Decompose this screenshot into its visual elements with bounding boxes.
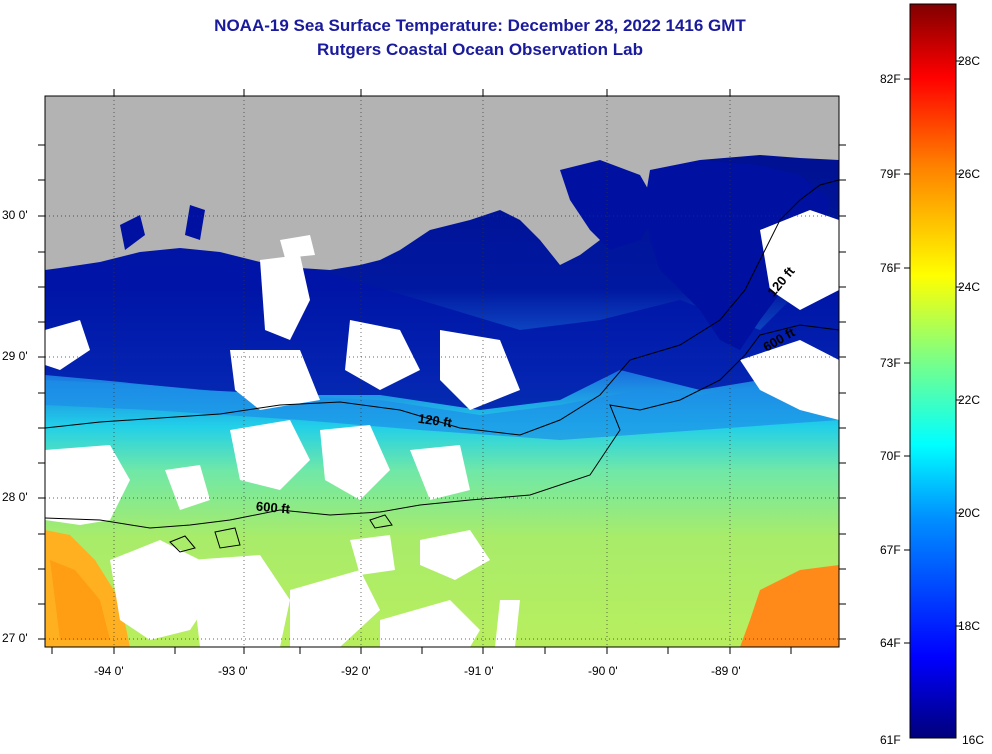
colorbar-c-label: 18C xyxy=(958,619,981,633)
colorbar-c-label: 22C xyxy=(958,393,981,407)
lon-label: -91 0' xyxy=(464,664,494,678)
colorbar-c-label: 26C xyxy=(958,167,981,181)
map-frame xyxy=(44,95,840,648)
lon-label: -94 0' xyxy=(94,664,124,678)
colorbar-c-label: 28C xyxy=(958,54,981,68)
lat-label: 30 0' xyxy=(2,208,28,222)
lat-label: 27 0' xyxy=(2,631,28,645)
map-subtitle: Rutgers Coastal Ocean Observation Lab xyxy=(317,40,643,59)
lon-label: -90 0' xyxy=(588,664,618,678)
colorbar-f-label: 64F xyxy=(880,636,901,650)
lat-label: 28 0' xyxy=(2,490,28,504)
lon-label: -92 0' xyxy=(341,664,371,678)
lat-label: 29 0' xyxy=(2,349,28,363)
colorbar-f-label: 70F xyxy=(880,449,901,463)
map-title: NOAA-19 Sea Surface Temperature: Decembe… xyxy=(214,16,746,35)
colorbar-f-label: 73F xyxy=(880,356,901,370)
land-mass xyxy=(45,96,839,270)
cloud-mask xyxy=(45,210,839,647)
colorbar-f-label: 82F xyxy=(880,72,901,86)
colorbar-f-label: 79F xyxy=(880,167,901,181)
colorbar xyxy=(909,3,957,739)
contour-label-600ft-west: 600 ft xyxy=(255,498,291,517)
contour-600ft xyxy=(45,324,839,529)
colorbar-f-label: 61F xyxy=(880,733,901,747)
colorbar-f-label: 76F xyxy=(880,261,901,275)
lon-label: -89 0' xyxy=(711,664,741,678)
lon-label: -93 0' xyxy=(218,664,248,678)
contour-120ft xyxy=(45,179,839,436)
colorbar-f-label: 67F xyxy=(880,543,901,557)
warm-water-southeast xyxy=(740,565,839,647)
colorbar-c-label: 20C xyxy=(958,506,981,520)
colorbar-c-label: 24C xyxy=(958,280,981,294)
colorbar-c-label: 16C xyxy=(962,733,985,747)
